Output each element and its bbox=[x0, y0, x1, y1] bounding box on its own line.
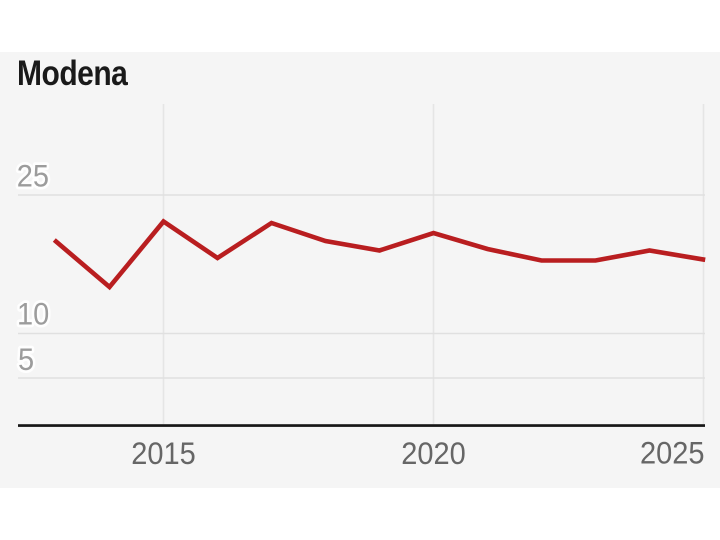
svg-text:10: 10 bbox=[17, 296, 49, 332]
svg-text:2015: 2015 bbox=[131, 436, 195, 472]
svg-text:25: 25 bbox=[17, 158, 49, 194]
svg-text:25: 25 bbox=[17, 158, 49, 194]
svg-text:2020: 2020 bbox=[401, 436, 465, 472]
svg-text:5: 5 bbox=[18, 342, 34, 378]
svg-text:5: 5 bbox=[18, 342, 34, 378]
svg-text:2025: 2025 bbox=[640, 435, 704, 471]
svg-text:10: 10 bbox=[17, 296, 49, 332]
